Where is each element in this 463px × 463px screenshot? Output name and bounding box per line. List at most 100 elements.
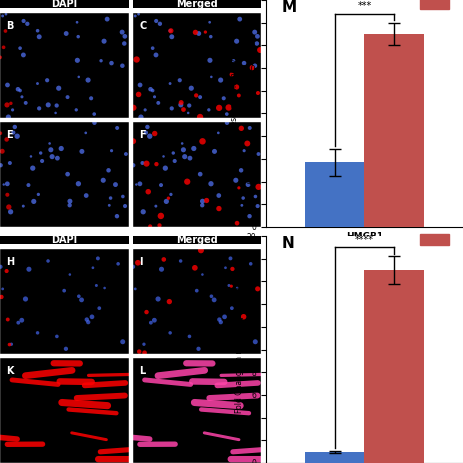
Point (35, 191, 42, 198)
Point (150, 317, 158, 324)
Point (103, 15, 111, 23)
Point (190, 145, 198, 152)
Point (20, 17, 27, 25)
Point (27, 153, 35, 160)
Point (75, 293, 82, 300)
Text: E: E (6, 131, 13, 140)
Point (251, 28, 258, 36)
Point (78, 296, 85, 304)
Point (132, 181, 140, 188)
Point (66, 201, 73, 209)
Point (113, 124, 121, 131)
Point (244, 181, 252, 188)
Point (131, 12, 139, 19)
Point (257, 46, 264, 54)
Point (166, 329, 174, 337)
Point (75, 180, 82, 188)
Point (101, 284, 108, 292)
Point (186, 333, 193, 340)
Point (225, 282, 233, 289)
Text: F: F (139, 131, 146, 140)
Point (235, 184, 243, 192)
Point (119, 62, 126, 69)
Point (112, 181, 119, 188)
Point (247, 260, 254, 268)
Point (100, 176, 107, 184)
Text: ****: **** (355, 235, 374, 245)
Point (233, 219, 241, 227)
Point (229, 265, 236, 273)
Point (197, 247, 205, 254)
Point (9, 106, 16, 113)
Point (74, 56, 81, 64)
Point (133, 56, 140, 63)
Point (160, 256, 168, 263)
Point (119, 28, 126, 36)
Point (34, 80, 41, 87)
Point (177, 99, 185, 106)
Point (136, 180, 144, 188)
Text: C: C (139, 21, 146, 31)
Point (136, 348, 143, 355)
Point (38, 157, 46, 165)
Point (199, 138, 206, 145)
Point (64, 94, 71, 101)
Point (0, 44, 7, 51)
Point (255, 183, 262, 191)
Point (253, 40, 261, 47)
Point (22, 99, 30, 106)
Point (130, 104, 137, 112)
Point (235, 92, 243, 99)
Point (240, 313, 247, 320)
Point (20, 51, 27, 59)
Point (233, 83, 240, 91)
Point (7, 100, 14, 107)
Point (0, 162, 4, 169)
Point (106, 201, 113, 209)
Point (192, 29, 199, 36)
Point (216, 316, 223, 323)
Point (4, 180, 11, 188)
Point (93, 282, 100, 289)
Point (181, 153, 188, 160)
Point (168, 33, 175, 40)
Point (146, 223, 154, 230)
Text: H: H (6, 257, 14, 267)
Point (91, 110, 98, 118)
Point (254, 202, 261, 210)
Point (215, 192, 223, 199)
Point (147, 86, 154, 93)
Point (75, 73, 82, 81)
Point (178, 140, 186, 147)
Point (153, 160, 160, 168)
Point (215, 129, 222, 137)
Point (140, 340, 148, 348)
Point (53, 102, 60, 109)
Point (206, 19, 213, 26)
Point (6, 159, 13, 167)
Point (221, 313, 228, 320)
Text: N: N (282, 236, 294, 251)
Point (130, 138, 137, 145)
Point (195, 345, 202, 352)
Point (240, 147, 248, 154)
Point (152, 202, 160, 210)
Point (157, 181, 165, 189)
Point (220, 94, 227, 102)
Point (22, 295, 29, 303)
Point (100, 38, 108, 45)
Point (238, 167, 245, 174)
Point (75, 33, 82, 40)
Point (6, 341, 13, 348)
Point (166, 298, 173, 305)
Bar (305, 451, 364, 463)
Point (230, 57, 238, 64)
Point (4, 316, 12, 323)
Point (207, 33, 214, 40)
Point (225, 104, 232, 111)
Point (62, 345, 69, 352)
Point (119, 338, 126, 345)
Point (54, 155, 61, 162)
Point (120, 40, 128, 47)
Point (97, 57, 105, 64)
